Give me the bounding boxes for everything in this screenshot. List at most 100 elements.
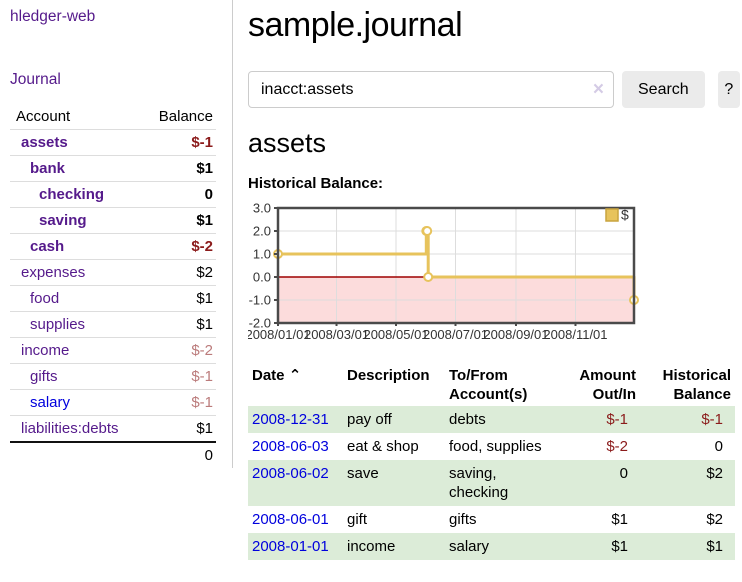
brand: hledger-web xyxy=(10,8,232,26)
x-tick-label: 2008/07/01 xyxy=(423,327,488,342)
column-header-accounts: To/From Account(s) xyxy=(449,367,528,403)
search-input[interactable] xyxy=(248,71,614,108)
account-tree-header: Account Balance xyxy=(10,104,216,130)
search-bar: × Search ? xyxy=(248,71,740,108)
spacer xyxy=(10,442,141,468)
x-tick-label: 2008/11/01 xyxy=(543,327,607,342)
account-link-cash[interactable]: cash xyxy=(30,238,65,255)
column-header-balance: Historical Balance xyxy=(662,367,731,403)
y-tick-label: 3.0 xyxy=(253,201,271,216)
x-tick-label: 2008/05/01 xyxy=(363,327,428,342)
account-name-cell: income xyxy=(10,338,141,364)
y-tick-label: -1.0 xyxy=(249,293,271,308)
account-row: assets $-1 xyxy=(10,129,216,156)
account-balance: 0 xyxy=(204,186,213,203)
account-balance: $1 xyxy=(196,212,213,229)
page-title: sample.journal xyxy=(248,6,463,44)
transaction-description: gift xyxy=(347,511,368,528)
account-link-checking[interactable]: checking xyxy=(39,186,105,203)
account-total-row: 0 xyxy=(10,442,216,468)
x-tick-label: 2008/09/01 xyxy=(483,327,548,342)
account-balance: $1 xyxy=(196,316,213,333)
account-name-cell: bank xyxy=(10,156,141,182)
transaction-accounts: gifts xyxy=(449,511,477,528)
account-name-cell: checking xyxy=(10,182,141,208)
transaction-accounts-cell: debts xyxy=(445,406,555,433)
transaction-amount: $1 xyxy=(611,511,628,528)
transaction-row: 2008-06-03 eat & shop food, supplies $-2 0 xyxy=(248,433,735,460)
register-header-row: Date ⌃ Description To/From Account(s) Am… xyxy=(248,364,735,406)
legend-label: $ xyxy=(621,207,629,223)
data-point-marker xyxy=(422,226,433,236)
transaction-description: save xyxy=(347,465,379,482)
x-tick-label: 2008/01/01 xyxy=(248,327,311,342)
transaction-date-link[interactable]: 2008-06-03 xyxy=(252,438,329,455)
transaction-accounts-cell: food, supplies xyxy=(445,433,555,460)
account-balance: $-1 xyxy=(191,134,213,151)
account-link-gifts[interactable]: gifts xyxy=(30,368,58,385)
help-button[interactable]: ? xyxy=(717,71,740,108)
transaction-date-cell: 2008-06-01 xyxy=(248,506,343,533)
transaction-amount: 0 xyxy=(619,465,628,482)
transaction-amount: $1 xyxy=(611,538,628,555)
transaction-balance: $2 xyxy=(706,465,723,482)
transaction-date-link[interactable]: 2008-12-31 xyxy=(252,411,329,428)
account-link-liabilities-debts[interactable]: liabilities:debts xyxy=(21,420,119,437)
y-tick-label: 2.0 xyxy=(253,224,271,239)
account-row: bank $1 xyxy=(10,155,216,182)
search-button[interactable]: Search xyxy=(622,71,705,108)
transaction-date-cell: 2008-06-03 xyxy=(248,433,343,460)
account-balance: $-2 xyxy=(191,238,213,255)
transaction-balance: $1 xyxy=(706,538,723,555)
account-name-cell: liabilities:debts xyxy=(10,416,141,443)
account-link-salary[interactable]: salary xyxy=(30,394,71,411)
account-row: gifts $-1 xyxy=(10,363,216,390)
account-balance: $-2 xyxy=(191,342,213,359)
account-balance: $-1 xyxy=(191,368,213,385)
transaction-balance: $2 xyxy=(706,511,723,528)
column-header-date[interactable]: Date ⌃ xyxy=(248,364,343,406)
account-link-saving[interactable]: saving xyxy=(39,212,87,229)
account-name-cell: assets xyxy=(10,130,141,156)
transaction-accounts-cell: salary xyxy=(445,533,555,560)
account-row: income $-2 xyxy=(10,337,216,364)
transaction-accounts-cell: gifts xyxy=(445,506,555,533)
account-row: saving $1 xyxy=(10,207,216,234)
y-tick-label: 1.0 xyxy=(253,247,271,262)
account-link-assets[interactable]: assets xyxy=(21,134,68,151)
transaction-row: 2008-01-01 income salary $1 $1 xyxy=(248,533,735,560)
account-link-food[interactable]: food xyxy=(30,290,60,307)
account-link-bank[interactable]: bank xyxy=(30,160,66,177)
date-header-label: Date xyxy=(252,367,285,384)
account-name-cell: saving xyxy=(10,208,141,234)
y-tick-label: 0.0 xyxy=(253,270,271,285)
account-link-income[interactable]: income xyxy=(21,342,70,359)
transaction-date-link[interactable]: 2008-01-01 xyxy=(252,538,329,555)
account-table-body: assets $-1 bank $1 checking 0 saving $1 cash $-2 e… xyxy=(10,129,216,443)
transaction-date-cell: 2008-12-31 xyxy=(248,406,343,433)
transaction-date-link[interactable]: 2008-06-01 xyxy=(252,511,329,528)
transaction-description: pay off xyxy=(347,411,392,428)
data-point-marker xyxy=(423,272,434,282)
account-link-expenses[interactable]: expenses xyxy=(21,264,86,281)
account-name-cell: salary xyxy=(10,390,141,416)
transaction-accounts: debts xyxy=(449,411,486,428)
account-row: food $1 xyxy=(10,285,216,312)
transaction-description: income xyxy=(347,538,396,555)
account-row: expenses $2 xyxy=(10,259,216,286)
account-name-cell: gifts xyxy=(10,364,141,390)
transaction-date-link[interactable]: 2008-06-02 xyxy=(252,465,329,482)
account-balance: $1 xyxy=(196,290,213,307)
brand-link[interactable]: hledger-web xyxy=(10,8,96,25)
account-row: cash $-2 xyxy=(10,233,216,260)
clear-search-icon[interactable]: × xyxy=(592,79,604,100)
register-body: 2008-12-31 pay off debts $-1 $-1 2008-06-03 ea… xyxy=(248,406,735,560)
account-tree: Account Balance assets $-1 bank $1 checking 0… xyxy=(10,104,216,468)
chart-canvas: 3.0 2.0 1.0 0.0 -1.0 -2.02008/01/012008/03/01… xyxy=(248,201,639,342)
y-tick-label: -2.0 xyxy=(249,316,271,331)
transaction-accounts: salary xyxy=(449,538,490,555)
nav-journal-link[interactable]: Journal xyxy=(10,71,61,88)
transaction-balance: $-1 xyxy=(701,411,723,428)
column-header-amount: Amount Out/In xyxy=(579,367,636,403)
account-link-supplies[interactable]: supplies xyxy=(30,316,86,333)
